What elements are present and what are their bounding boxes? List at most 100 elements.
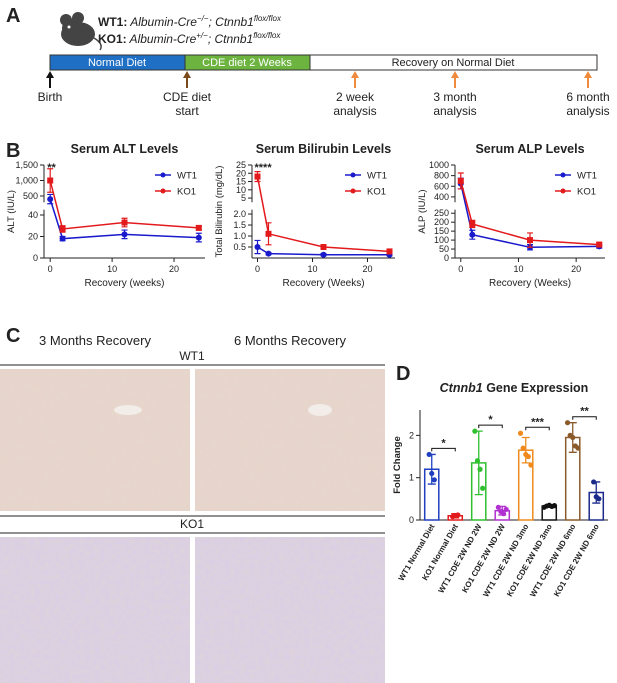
event-arrowhead (46, 71, 54, 78)
x-tick-label: 20 (571, 264, 581, 274)
phase-label: Normal Diet (88, 57, 146, 69)
chart-title: Ctnnb1 Gene Expression (440, 381, 589, 395)
legend-marker (560, 172, 566, 178)
y-tick-label: 500 (23, 191, 38, 201)
legend-label: WT1 (177, 171, 197, 182)
x-tick-label: KO1 CDE 2W ND 2W (460, 522, 507, 594)
y-tick-label: 2.0 (233, 209, 246, 219)
legend-marker (350, 188, 356, 194)
genotype: KO1: Albumin-Cre+/−; Ctnnb1flox/flox (98, 31, 281, 46)
data-point (525, 453, 531, 460)
row-label: WT1 (179, 349, 205, 363)
legend-label: WT1 (577, 171, 597, 182)
data-point (59, 225, 66, 232)
data-point (195, 224, 202, 231)
y-tick-label: 800 (434, 171, 449, 181)
data-point (469, 231, 476, 238)
x-tick-label: 10 (513, 264, 523, 274)
event-label: 3 month (433, 90, 476, 104)
chart-title-rest: Gene Expression (483, 381, 589, 395)
phase-bar (309, 54, 598, 71)
data-point (517, 430, 524, 436)
data-point (495, 504, 501, 510)
annotation: ** (47, 162, 56, 174)
genotype-sup: flox/flox (254, 14, 282, 23)
data-point (386, 248, 393, 255)
data-point (320, 244, 327, 251)
x-tick-label: 10 (107, 264, 117, 274)
significance-bracket (572, 416, 597, 420)
y-axis-label: Fold Change (392, 436, 403, 494)
data-point (472, 428, 478, 434)
event-arrowhead (451, 71, 459, 78)
chart-title: Serum Bilirubin Levels (256, 142, 392, 156)
data-point (455, 512, 461, 518)
y-tick-label: 1.0 (233, 231, 246, 241)
genotype-sup: +/− (196, 31, 208, 40)
data-point (474, 458, 481, 464)
x-axis-label: Recovery (Weeks) (489, 278, 571, 289)
data-point (429, 470, 435, 477)
genotype-name: WT1: (98, 15, 127, 29)
y-tick-label: 1.5 (233, 220, 246, 230)
genotype-sup: −/− (197, 14, 209, 23)
data-point (47, 177, 54, 184)
genotype: WT1: Albumin-Cre−/−; Ctnnb1flox/flox (98, 14, 282, 29)
event-arrowhead (351, 71, 359, 78)
panel-label: A (6, 5, 20, 27)
x-tick-label: 20 (362, 264, 372, 274)
series-line (460, 180, 600, 246)
data-point (265, 250, 272, 257)
y-tick-label: 15 (236, 177, 246, 187)
legend-marker (350, 172, 356, 178)
data-point (431, 477, 437, 483)
x-tick-label: 0 (48, 264, 53, 274)
y-tick-label: 20 (236, 168, 246, 178)
y-axis-label: ALP (IU/L) (417, 189, 428, 233)
series-line (256, 176, 390, 253)
vessel (114, 405, 142, 415)
event-label: 6 month (566, 90, 609, 104)
genotype-name: KO1: (98, 32, 127, 46)
y-tick-label: 1,500 (15, 160, 38, 170)
data-point (500, 511, 507, 517)
data-point (121, 231, 128, 238)
y-tick-label: 0 (409, 515, 414, 525)
y-tick-label: 150 (434, 226, 449, 236)
y-tick-label: 5 (241, 193, 246, 203)
data-point (254, 244, 261, 251)
event-label: CDE diet (163, 90, 212, 104)
data-point (527, 237, 533, 244)
event-label: start (175, 104, 199, 118)
event-arrowhead (584, 71, 592, 78)
genotype-gene: ; Ctnnb1 (208, 32, 253, 46)
y-tick-label: 600 (434, 181, 449, 191)
panel-label: B (6, 140, 20, 162)
y-axis-label: ALT (IU/L) (6, 190, 17, 233)
data-point (591, 479, 597, 485)
event-label: analysis (333, 104, 376, 118)
x-tick-label: 0 (458, 264, 463, 274)
vessel (308, 404, 332, 416)
y-tick-label: 1000 (429, 160, 449, 170)
panel-label: D (396, 363, 410, 385)
y-tick-label: 10 (236, 185, 246, 195)
significance-bracket (525, 426, 550, 431)
data-point (480, 485, 486, 491)
data-point (121, 219, 128, 226)
x-axis-label: Recovery (weeks) (84, 278, 164, 289)
data-point (520, 445, 526, 451)
x-axis-label: Recovery (Weeks) (282, 278, 364, 289)
panel-label: C (6, 325, 20, 347)
x-tick-label: WT1 CDE 2W ND 2W (437, 522, 484, 595)
data-point (503, 506, 509, 513)
x-tick-label: 20 (169, 264, 179, 274)
row-label: KO1 (180, 517, 204, 531)
y-tick-label: 400 (434, 192, 449, 202)
event-label: Birth (38, 90, 63, 104)
genotype-gene: Albumin-Cre (127, 32, 197, 46)
y-tick-label: 100 (434, 235, 449, 245)
y-tick-label: 2 (409, 430, 414, 440)
y-tick-label: 20 (28, 232, 38, 242)
